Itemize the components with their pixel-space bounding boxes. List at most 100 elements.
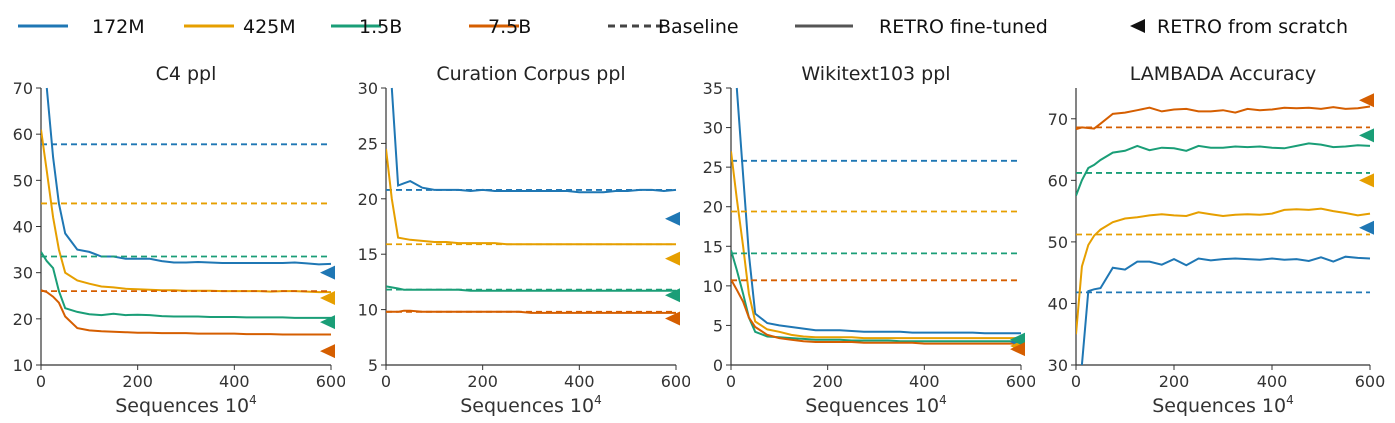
legend-label: 425M	[243, 16, 296, 38]
chart-panel-wikitext103-ppl: Wikitext103 ppl 0 5 10 15 20 25 30 35 0 200 400 600 S…	[703, 63, 1035, 417]
plot-area	[731, 87, 1021, 345]
x-tick-label: 600	[1355, 372, 1385, 391]
series-line-172m	[735, 87, 1021, 335]
chart-title: LAMBADA Accuracy	[1130, 63, 1317, 85]
legend-label: RETRO fine-tuned	[879, 16, 1048, 38]
chart-panel-curation-corpus-ppl: Curation Corpus ppl 5 10 15 20 25 30 0 200 400 600…	[358, 63, 690, 417]
scratch-marker-7-5b	[665, 311, 680, 326]
x-axis-label-exponent: 4	[594, 393, 602, 407]
x-tick-label: 200	[467, 372, 498, 391]
chart-panel-lambada-accuracy: LAMBADA Accuracy 30 40 50 60 70 0 200 400 600 Sequ…	[1048, 63, 1385, 417]
legend-item-baseline: Baseline	[608, 16, 739, 38]
x-tick-label: 200	[1159, 372, 1190, 391]
x-axis-label: Sequences 104	[460, 393, 601, 417]
legend-label: 172M	[92, 16, 145, 38]
scratch-marker-1-5b	[1010, 332, 1025, 347]
chart-title: C4 ppl	[156, 63, 217, 85]
scratch-marker-7-5b	[1010, 342, 1025, 357]
legend-item-172m: 172M	[18, 16, 145, 38]
y-tick-label: 30	[1048, 356, 1068, 375]
y-tick-label: 60	[13, 125, 33, 144]
y-tick-label: 30	[703, 119, 723, 138]
series-line-7-5b	[1076, 105, 1371, 131]
legend-item-7-5b: 7.5B	[469, 16, 531, 38]
y-tick-label: 25	[703, 158, 723, 177]
scratch-marker-425m	[320, 291, 335, 306]
x-axis-label-exponent: 4	[249, 393, 257, 407]
legend: 172M 425M 1.5B 7.5B Baseline RETRO fine-tuned…	[18, 16, 1348, 38]
x-axis-label: Sequences 104	[805, 393, 946, 417]
x-axis-label-exponent: 4	[1286, 393, 1294, 407]
y-tick-label: 60	[1048, 171, 1068, 190]
scratch-marker-172m	[320, 265, 335, 280]
legend-label: RETRO from scratch	[1157, 16, 1348, 38]
y-tick-label: 25	[358, 134, 378, 153]
y-tick-label: 40	[13, 218, 33, 237]
legend-label: 7.5B	[488, 16, 531, 38]
series-line-7-5b	[386, 309, 676, 314]
scratch-marker-425m	[665, 251, 680, 266]
series-line-425m	[386, 148, 676, 246]
x-tick-label: 400	[909, 372, 940, 391]
scratch-marker-7-5b	[320, 344, 335, 359]
y-tick-label: 15	[358, 245, 378, 264]
legend-label: 1.5B	[359, 16, 402, 38]
chart-title: Curation Corpus ppl	[436, 63, 625, 85]
legend-item-1-5b: 1.5B	[331, 16, 402, 38]
series-line-1-5b	[41, 251, 331, 319]
series-line-1-5b	[731, 249, 1021, 343]
x-tick-label: 0	[381, 372, 391, 391]
legend-item-425m: 425M	[184, 16, 296, 38]
y-tick-label: 0	[713, 356, 723, 375]
x-axis-label-exponent: 4	[939, 393, 947, 407]
scratch-marker-172m	[665, 211, 680, 226]
series-line-172m	[390, 87, 677, 194]
x-tick-label: 200	[812, 372, 843, 391]
y-tick-label: 50	[13, 171, 33, 190]
x-tick-label: 400	[564, 372, 595, 391]
y-tick-label: 20	[703, 198, 723, 217]
y-tick-label: 15	[703, 237, 723, 256]
x-tick-label: 600	[1006, 372, 1035, 391]
series-line-1-5b	[386, 285, 676, 292]
plot-area	[41, 87, 332, 336]
x-tick-label: 0	[726, 372, 736, 391]
series-line-425m	[731, 151, 1021, 340]
y-tick-label: 35	[703, 79, 723, 98]
y-tick-label: 50	[1048, 233, 1068, 252]
y-tick-label: 30	[13, 264, 33, 283]
x-axis-label: Sequences 104	[1152, 393, 1293, 417]
y-tick-label: 10	[13, 356, 33, 375]
x-tick-label: 400	[1257, 372, 1288, 391]
y-tick-label: 70	[13, 79, 33, 98]
x-tick-label: 0	[1071, 372, 1081, 391]
y-tick-label: 10	[358, 301, 378, 320]
series-line-172m	[45, 87, 332, 266]
y-tick-label: 10	[703, 277, 723, 296]
x-axis-label: Sequences 104	[115, 393, 256, 417]
scratch-marker-7-5b	[1359, 93, 1374, 108]
series-line-425m	[1076, 207, 1371, 335]
series-line-7-5b	[731, 279, 1021, 345]
x-tick-label: 200	[122, 372, 153, 391]
y-tick-label: 30	[358, 79, 378, 98]
legend-item-retro-fine-tuned: RETRO fine-tuned	[795, 16, 1048, 38]
chart-title: Wikitext103 ppl	[801, 63, 950, 85]
series-line-425m	[41, 129, 331, 294]
scratch-marker-172m	[1359, 220, 1374, 235]
scratch-marker-1-5b	[665, 288, 680, 303]
scratch-marker-1-5b	[320, 315, 335, 330]
y-tick-label: 70	[1048, 110, 1068, 129]
series-line-7-5b	[41, 289, 331, 336]
x-tick-label: 400	[219, 372, 250, 391]
legend-item-retro-from-scratch: RETRO from scratch	[1130, 16, 1348, 38]
legend-triangle-marker	[1130, 19, 1145, 33]
series-line-172m	[1080, 255, 1371, 365]
y-tick-label: 20	[13, 310, 33, 329]
scratch-marker-425m	[1359, 173, 1374, 188]
plot-area	[1076, 105, 1371, 365]
legend-label: Baseline	[658, 16, 739, 38]
x-tick-label: 600	[316, 372, 345, 391]
series-line-1-5b	[1076, 142, 1371, 197]
x-tick-label: 600	[661, 372, 690, 391]
